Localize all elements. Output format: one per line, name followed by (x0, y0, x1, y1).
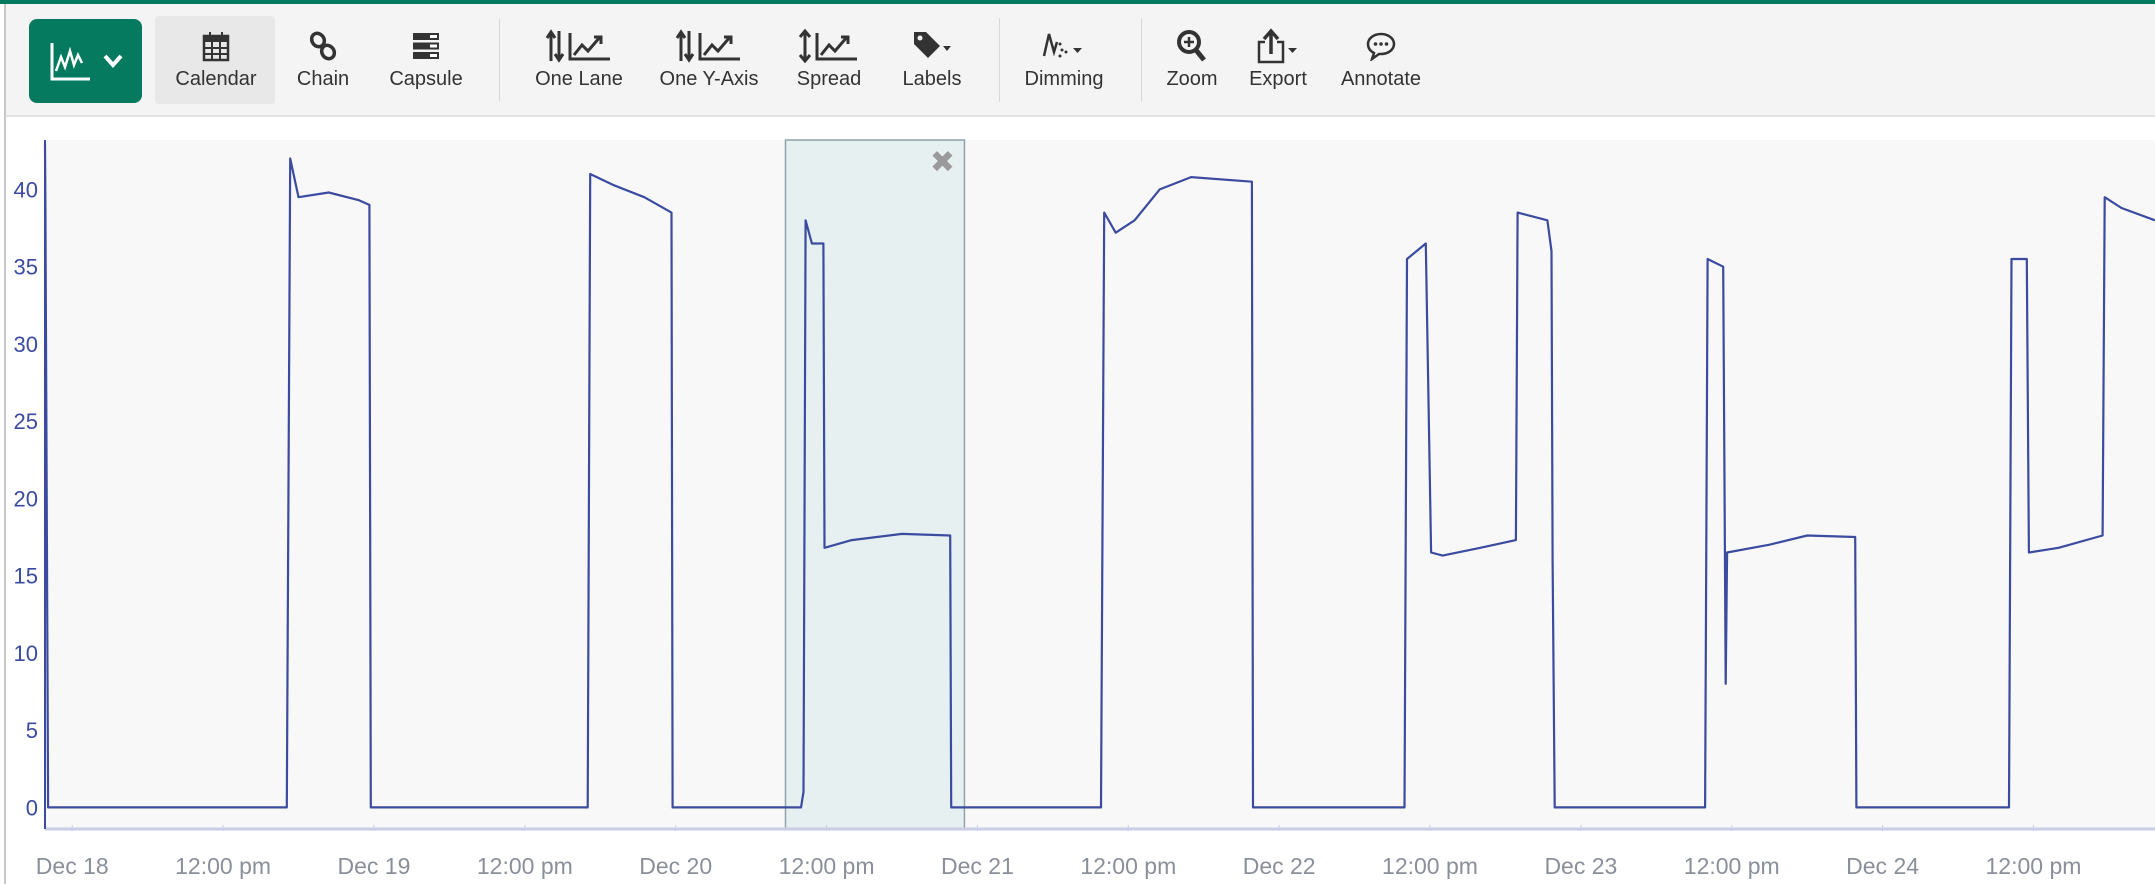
x-tick-label: Dec 19 (338, 853, 411, 879)
selected-capsule[interactable] (784, 139, 966, 830)
export-icon (1255, 28, 1301, 64)
x-tick-label: 12:00 pm (1684, 853, 1780, 879)
one-lane-label: One Lane (535, 68, 623, 90)
spread-icon (797, 28, 861, 64)
capsule-label: Capsule (389, 68, 463, 90)
x-tick-label: Dec 23 (1544, 853, 1617, 879)
toolbar-divider (999, 18, 1000, 102)
left-border (4, 4, 6, 884)
x-tick-label: Dec 21 (941, 853, 1014, 879)
line-chart-icon (50, 43, 90, 81)
toolbar (6, 4, 2155, 117)
x-tick-label: Dec 20 (639, 853, 712, 879)
close-x-icon[interactable]: ✖ (930, 145, 955, 180)
one-lane-icon (544, 28, 614, 64)
y-tick-label: 30 (14, 332, 38, 357)
top-accent-bar (0, 0, 2155, 4)
dimming-icon (1042, 28, 1086, 64)
x-tick-label: 12:00 pm (175, 853, 271, 879)
annotate-label: Annotate (1340, 68, 1422, 90)
chart-type-button[interactable] (29, 19, 142, 103)
series-line (43, 143, 2155, 809)
labels-label: Labels (902, 68, 962, 90)
toolbar-divider (1141, 18, 1142, 102)
y-tick-label: 15 (14, 564, 38, 589)
y-tick-label: 25 (14, 409, 38, 434)
spread-label: Spread (796, 68, 862, 90)
tag-icon (912, 28, 952, 64)
y-tick-label: 0 (26, 795, 38, 820)
x-tick-label: 12:00 pm (477, 853, 573, 879)
y-tick-label: 20 (14, 486, 38, 511)
export-label: Export (1249, 68, 1307, 90)
comment-icon (1365, 28, 1397, 64)
x-tick-label: Dec 18 (36, 853, 109, 879)
x-tick-label: Dec 22 (1243, 853, 1316, 879)
zoom-in-icon (1176, 28, 1208, 64)
x-tick-label: 12:00 pm (779, 853, 875, 879)
one-y-axis-label: One Y-Axis (659, 68, 759, 90)
chain-link-icon (308, 28, 338, 64)
chain-label: Chain (296, 68, 350, 90)
x-tick-label: 12:00 pm (1986, 853, 2082, 879)
plot-area (45, 140, 2155, 829)
chevron-down-icon (103, 54, 122, 69)
x-tick-label: 12:00 pm (1382, 853, 1478, 879)
zoom-label: Zoom (1166, 68, 1218, 90)
calendar-label: Calendar (175, 68, 257, 90)
y-tick-label: 40 (14, 177, 38, 202)
x-tick-label: Dec 24 (1846, 853, 1919, 879)
y-tick-label: 35 (14, 255, 38, 280)
y-tick-label: 5 (26, 718, 38, 743)
toolbar-divider (499, 18, 500, 102)
calendar-icon (201, 28, 231, 64)
one-y-axis-icon (674, 28, 744, 64)
dimming-label: Dimming (1024, 68, 1104, 90)
capsule-stack-icon (411, 28, 441, 64)
y-tick-label: 10 (14, 641, 38, 666)
x-tick-label: 12:00 pm (1080, 853, 1176, 879)
